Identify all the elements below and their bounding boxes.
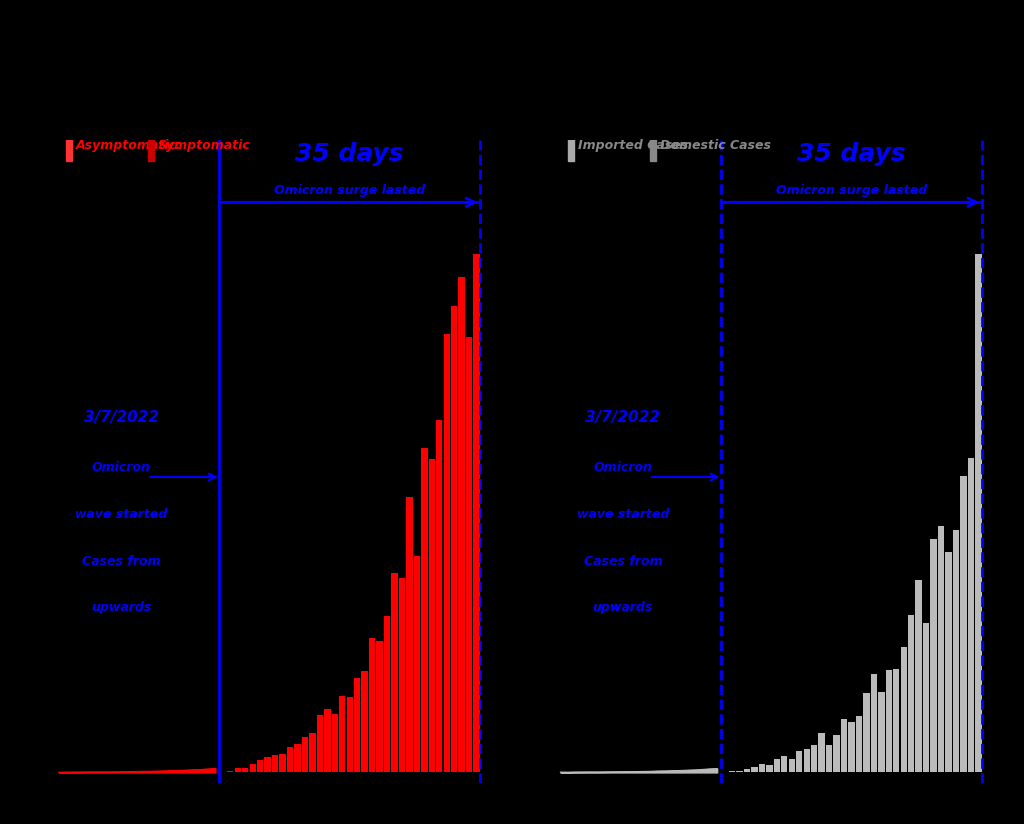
Text: Cases from: Cases from — [584, 555, 663, 568]
Bar — [781, 756, 787, 772]
Bar — [407, 498, 413, 772]
Text: Asymptomatic:: Asymptomatic: — [76, 138, 181, 152]
Bar — [945, 551, 951, 772]
Text: Omicron surge lasted: Omicron surge lasted — [274, 184, 425, 197]
Bar — [436, 420, 442, 772]
Bar — [923, 624, 930, 772]
Bar — [870, 674, 877, 772]
Bar — [931, 539, 937, 772]
Text: Domestic Cases: Domestic Cases — [659, 138, 771, 152]
Bar — [377, 641, 383, 772]
Bar — [961, 476, 967, 772]
Bar — [451, 306, 458, 772]
Text: Omicron: Omicron — [91, 461, 151, 475]
Bar — [834, 735, 840, 772]
Bar — [952, 531, 959, 772]
Bar — [391, 573, 397, 772]
Bar — [414, 556, 420, 772]
Bar — [398, 578, 406, 772]
Bar — [473, 254, 480, 772]
Bar — [766, 765, 772, 772]
Bar — [346, 697, 353, 772]
Text: wave started: wave started — [577, 508, 669, 521]
Text: wave started: wave started — [75, 508, 167, 521]
Bar — [915, 580, 922, 772]
Bar — [443, 334, 450, 772]
Text: Omicron: Omicron — [593, 461, 652, 475]
Bar — [886, 670, 892, 772]
Bar — [752, 766, 758, 772]
Bar — [900, 648, 907, 772]
Bar — [325, 709, 331, 772]
Bar — [339, 695, 345, 772]
Bar — [938, 527, 944, 772]
Bar — [280, 754, 286, 772]
Bar — [361, 671, 368, 772]
Bar — [227, 770, 233, 772]
Bar — [287, 747, 293, 772]
Bar — [650, 129, 656, 161]
Text: 3/7/2022: 3/7/2022 — [84, 410, 159, 424]
Bar — [736, 770, 742, 772]
Text: upwards: upwards — [91, 602, 152, 615]
Bar — [811, 745, 817, 772]
Bar — [316, 715, 323, 772]
Bar — [148, 129, 155, 161]
Bar — [429, 460, 435, 772]
Bar — [466, 336, 472, 772]
Text: Omicron surge lasted: Omicron surge lasted — [776, 184, 927, 197]
Bar — [796, 751, 803, 772]
Bar — [67, 129, 72, 161]
Bar — [302, 737, 308, 772]
Bar — [242, 768, 249, 772]
Text: Cases from: Cases from — [82, 555, 161, 568]
Text: 35 days: 35 days — [295, 142, 404, 166]
Bar — [856, 716, 862, 772]
Bar — [968, 457, 974, 772]
Bar — [272, 755, 279, 772]
Bar — [332, 714, 338, 772]
Bar — [234, 768, 241, 772]
Bar — [421, 448, 428, 772]
Text: upwards: upwards — [593, 602, 653, 615]
Bar — [863, 694, 869, 772]
Bar — [568, 129, 573, 161]
Bar — [309, 733, 315, 772]
Bar — [788, 759, 795, 772]
Text: Imported Cases: Imported Cases — [578, 138, 688, 152]
Bar — [294, 744, 301, 772]
Text: 3/7/2022: 3/7/2022 — [586, 410, 660, 424]
Bar — [729, 771, 735, 772]
Bar — [804, 749, 810, 772]
Bar — [848, 722, 855, 772]
Bar — [774, 760, 780, 772]
Bar — [384, 616, 390, 772]
Bar — [257, 760, 263, 772]
Bar — [841, 719, 847, 772]
Bar — [975, 254, 982, 772]
Bar — [893, 669, 899, 772]
Bar — [826, 745, 833, 772]
Text: Symptomatic: Symptomatic — [158, 138, 251, 152]
Bar — [818, 733, 824, 772]
Bar — [879, 692, 885, 772]
Bar — [908, 615, 914, 772]
Bar — [250, 764, 256, 772]
Text: 35 days: 35 days — [797, 142, 906, 166]
Bar — [354, 678, 360, 772]
Bar — [743, 770, 751, 772]
Bar — [759, 764, 765, 772]
Bar — [264, 757, 270, 772]
Bar — [459, 277, 465, 772]
Bar — [369, 639, 375, 772]
